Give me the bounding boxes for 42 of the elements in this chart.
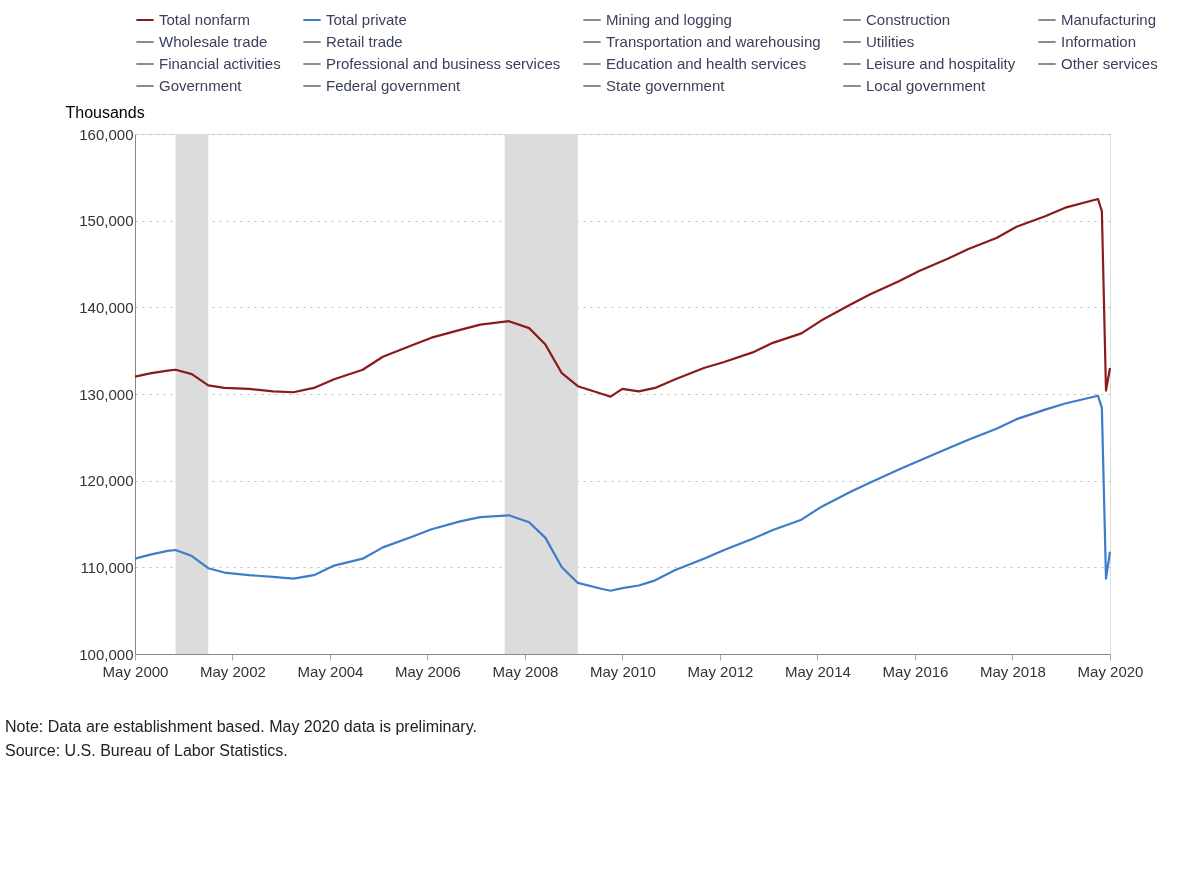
x-tick-label: May 2002	[200, 662, 266, 680]
y-tick-label: 120,000	[79, 472, 134, 490]
legend-label: Total nonfarm	[159, 11, 250, 28]
x-tick-label: May 2000	[102, 662, 169, 680]
y-axis-title: Thousands	[65, 103, 145, 121]
legend-label: Education and health services	[606, 55, 807, 72]
legend-label: Total private	[326, 11, 407, 28]
y-tick-label: 150,000	[79, 212, 134, 230]
y-tick-label: 160,000	[79, 125, 134, 143]
x-tick-label: May 2012	[687, 662, 754, 680]
x-tick-label: May 2010	[590, 662, 656, 680]
legend-label: Other services	[1061, 55, 1158, 72]
legend-label: Mining and logging	[606, 11, 732, 28]
x-tick-label: May 2016	[882, 662, 949, 680]
line-series	[133, 197, 1112, 398]
y-tick-label: 100,000	[79, 645, 134, 663]
x-tick-label: May 2006	[395, 662, 461, 680]
legend-label: Professional and business services	[326, 55, 561, 72]
y-tick-label: 110,000	[80, 558, 134, 576]
x-tick-label: May 2020	[1077, 662, 1144, 680]
x-tick-label: May 2014	[785, 662, 851, 680]
legend-label: Federal government	[326, 77, 462, 94]
x-tick-label: May 2004	[297, 662, 364, 680]
legend-label: Government	[159, 77, 243, 94]
x-tick-label: May 2008	[492, 662, 559, 680]
legend-label: Information	[1061, 33, 1137, 50]
line-series	[133, 394, 1112, 592]
x-tick-label: May 2018	[980, 662, 1046, 680]
source-note: Source: U.S. Bureau of Labor Statistics.	[5, 742, 288, 759]
legend-label: Utilities	[866, 33, 915, 50]
text: Note: Data are establishment based. May 2020 data is preliminary.	[5, 718, 477, 735]
legend-label: Transportation and warehousing	[606, 33, 821, 50]
legend-label: Construction	[866, 11, 951, 28]
legend-label: Retail trade	[326, 33, 403, 50]
y-tick-label: 140,000	[79, 298, 134, 316]
legend-label: Financial activities	[159, 55, 281, 72]
legend-label: State government	[606, 77, 726, 94]
y-tick-label: 130,000	[79, 385, 134, 403]
legend-label: Manufacturing	[1061, 11, 1157, 28]
legend-label: Wholesale trade	[159, 33, 268, 50]
legend-label: Local government	[866, 77, 987, 94]
legend-label: Leisure and hospitality	[866, 55, 1016, 72]
